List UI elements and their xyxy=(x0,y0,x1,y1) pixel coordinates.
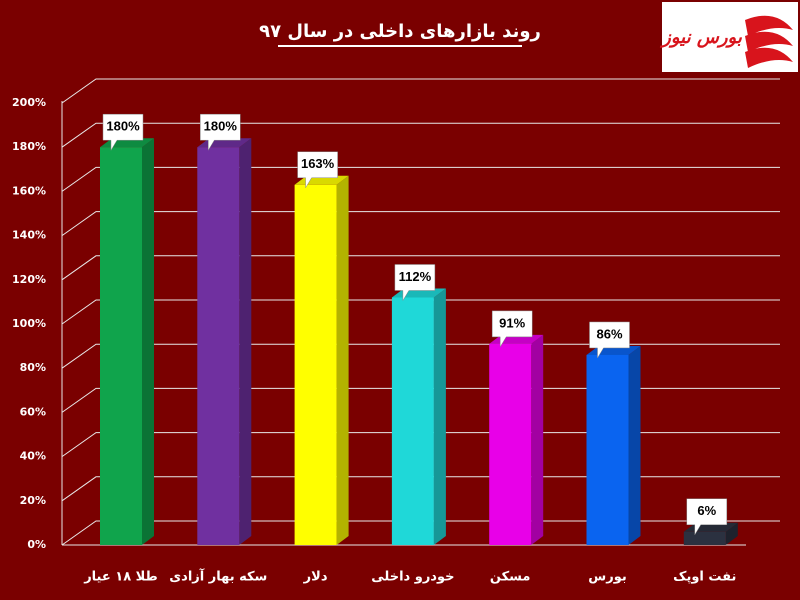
x-tick-label: سکه بهار آزادی xyxy=(169,568,267,585)
bar xyxy=(683,531,726,545)
bar-side xyxy=(142,138,154,545)
bar xyxy=(391,297,434,545)
value-label-box xyxy=(589,321,630,359)
y-tick-label: 140% xyxy=(12,229,46,242)
grid-line xyxy=(61,432,780,458)
x-tick-label: نفت اوپک xyxy=(673,570,736,585)
value-label-box xyxy=(686,498,728,536)
chart-title: روند بازارهای داخلی در سال ۹۷ xyxy=(259,21,541,42)
y-tick-label: 160% xyxy=(12,184,46,197)
bar-side xyxy=(531,334,544,545)
value-label: 112% xyxy=(399,269,432,284)
y-tick-label: 0% xyxy=(27,538,46,551)
y-tick-label: 120% xyxy=(12,273,46,286)
x-tick-label: دلار xyxy=(303,570,328,585)
bar-side xyxy=(433,288,446,545)
x-tick-label: مسکن xyxy=(490,570,531,585)
grid-line xyxy=(61,387,780,413)
bar xyxy=(586,354,629,545)
grid-line xyxy=(61,343,780,369)
grid-line xyxy=(61,211,780,237)
bar-side xyxy=(239,138,252,545)
value-label-box xyxy=(297,151,338,189)
y-tick-label: 180% xyxy=(12,140,46,153)
value-label: 180% xyxy=(106,119,140,134)
value-label: 91% xyxy=(499,315,525,330)
y-tick-label: 40% xyxy=(20,450,46,463)
bar-side xyxy=(628,345,641,545)
grid-line xyxy=(61,166,780,192)
value-label-box xyxy=(102,113,144,152)
logo-icon xyxy=(745,15,793,68)
grid-line xyxy=(61,476,780,502)
y-tick-label: 60% xyxy=(20,405,46,418)
grid-line xyxy=(61,299,780,325)
bar-side xyxy=(336,175,349,545)
value-label: 180% xyxy=(204,119,238,134)
grid-line xyxy=(61,122,780,148)
y-tick-label: 80% xyxy=(20,361,46,374)
y-tick-label: 200% xyxy=(12,96,46,109)
y-tick-label: 100% xyxy=(12,317,46,330)
bar xyxy=(489,343,532,545)
x-tick-label: خودرو داخلی xyxy=(371,570,454,585)
bar-side xyxy=(725,522,738,545)
grid-line xyxy=(61,520,780,546)
grid-line xyxy=(61,78,780,104)
x-tick-label: طلا ۱۸ عیار xyxy=(83,570,158,585)
value-label-box xyxy=(394,264,436,302)
value-label-box xyxy=(491,310,533,348)
x-tick-label: بورس xyxy=(588,570,626,585)
y-tick-label: 20% xyxy=(20,494,46,507)
bar xyxy=(197,147,240,545)
value-label: 86% xyxy=(596,326,622,341)
value-label-box xyxy=(200,113,241,152)
bar xyxy=(100,147,142,545)
bar xyxy=(294,184,337,545)
grid-line xyxy=(61,255,780,281)
value-label: 6% xyxy=(697,503,716,518)
value-label: 163% xyxy=(301,156,335,171)
logo-text: بورس نیوز xyxy=(659,27,743,48)
